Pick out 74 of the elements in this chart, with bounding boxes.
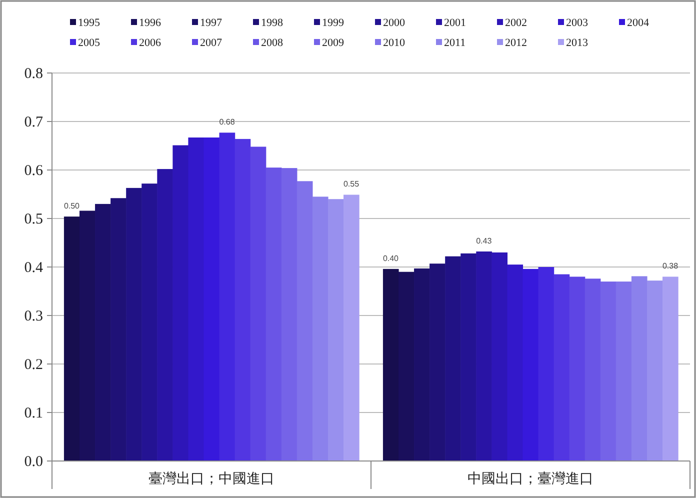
y-tick-label: 0.1 [24,406,43,422]
legend-label: 2004 [627,17,650,29]
y-tick-label: 0.4 [24,260,44,276]
bar [219,132,236,461]
legend-label: 2013 [566,37,588,49]
legend-label: 2010 [383,37,406,49]
bar [328,199,344,461]
bar [522,268,539,461]
legend-label: 1997 [200,17,222,29]
bar [79,210,96,461]
y-tick-label: 0.7 [24,114,44,130]
bar [172,145,189,461]
bar [646,280,663,461]
legend-label: 1996 [139,17,162,29]
legend-label: 2002 [505,17,527,29]
bar [538,267,554,461]
bar [554,274,570,461]
bar [95,204,111,461]
bar [234,138,251,461]
legend-label: 2011 [444,37,466,49]
bar [398,272,414,461]
legend-label: 1995 [78,17,100,29]
data-label: 0.38 [662,262,679,271]
legend-label: 2007 [200,37,222,49]
bar [445,256,461,461]
legend-label: 2012 [505,37,527,49]
legend-label: 2006 [139,37,162,49]
y-tick-label: 0.5 [24,212,43,228]
bar [507,264,524,461]
bar [110,198,126,461]
bar [188,138,204,461]
legend-label: 2001 [444,17,466,29]
bar [344,194,360,461]
legend-label: 2009 [322,37,344,49]
y-tick-label: 0.8 [24,66,43,82]
bar [296,181,313,461]
legend-label: 2000 [383,17,406,29]
bar [616,282,632,461]
bar [64,216,80,461]
bar [430,264,446,461]
legend-label: 1998 [261,17,284,29]
data-label: 0.55 [343,180,360,189]
bar [662,276,678,461]
bar [281,168,298,461]
bar [460,253,476,461]
data-label: 0.40 [382,254,400,263]
y-tick-label: 0.0 [24,454,43,470]
data-label: 0.43 [476,236,492,246]
legend-label: 2003 [566,17,588,29]
y-tick-label: 0.2 [24,357,43,373]
legend-label: 1999 [322,17,344,29]
bar [569,276,586,461]
bar [126,188,142,461]
bar [476,251,492,461]
bar [382,268,399,461]
legend-label: 2008 [261,37,284,49]
legend-label: 2005 [78,37,100,49]
data-label: 0.50 [64,202,80,211]
bar [157,169,173,461]
x-tick-label: 臺灣出口；中國進口 [148,471,274,487]
y-tick-label: 0.6 [24,163,44,179]
bar [414,268,430,461]
bar [631,276,648,461]
y-tick-label: 0.3 [24,308,43,324]
bar [312,196,328,461]
bar [250,146,266,461]
bar [584,278,601,461]
x-tick-label: 中國出口；臺灣進口 [468,471,594,487]
bar [600,282,616,461]
bar [142,184,158,461]
bar [266,168,282,461]
data-label: 0.68 [219,118,236,127]
bar [492,252,508,461]
bar [204,138,220,461]
